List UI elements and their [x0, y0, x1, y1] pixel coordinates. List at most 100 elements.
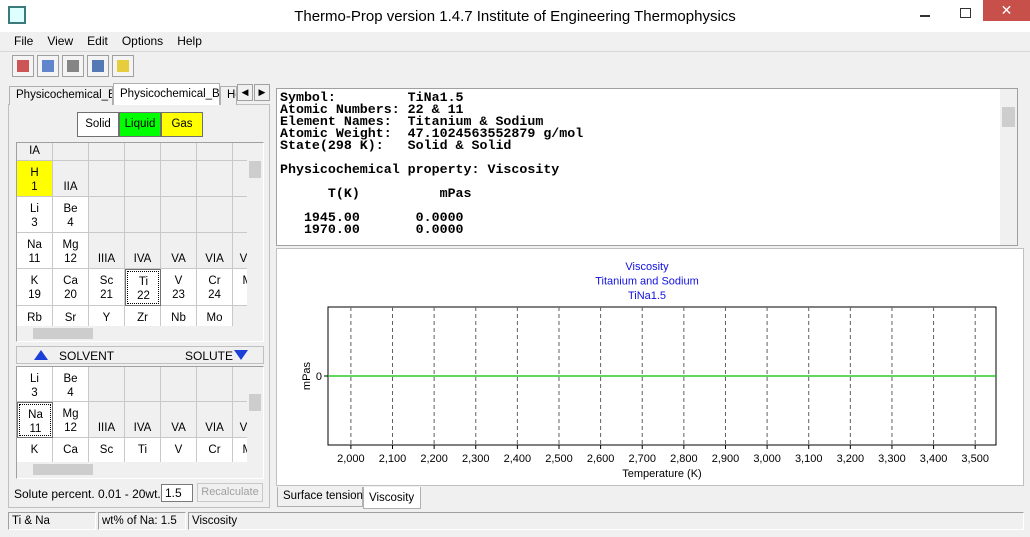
element-cell[interactable]: Be 4: [53, 197, 89, 233]
element-cell[interactable]: K: [17, 438, 53, 462]
element-cell[interactable]: Na 11: [17, 402, 53, 438]
element-cell[interactable]: Mn: [233, 438, 247, 462]
empty-cell: [125, 197, 161, 233]
x-axis-label: Temperature (K): [622, 468, 701, 480]
element-cell[interactable]: Cr: [197, 438, 233, 462]
menu-item[interactable]: Options: [121, 34, 164, 48]
group-cell: VIIA: [233, 402, 247, 438]
y-tick-label: 0: [316, 371, 322, 383]
element-cell[interactable]: Mo: [197, 306, 233, 326]
element-cell[interactable]: Sc: [89, 438, 125, 462]
empty-cell: [233, 161, 247, 197]
element-cell[interactable]: Cr 24: [197, 269, 233, 306]
element-number: 11: [28, 253, 41, 265]
element-cell[interactable]: K 19: [17, 269, 53, 306]
tab-scroll-right[interactable]: ▶: [254, 84, 270, 101]
empty-cell: [89, 367, 125, 402]
element-cell[interactable]: Ti: [125, 438, 161, 462]
group-label: VIIA: [239, 253, 247, 265]
tab[interactable]: He: [220, 86, 237, 105]
horizontal-scrollbar[interactable]: [17, 326, 247, 341]
element-cell[interactable]: Mg 12: [53, 233, 89, 269]
element-cell[interactable]: V: [161, 438, 197, 462]
up-arrow[interactable]: [34, 349, 48, 361]
menu-item[interactable]: Edit: [87, 34, 108, 48]
element-symbol: Sc: [99, 444, 114, 456]
element-symbol: Zr: [137, 312, 148, 324]
element-number: 24: [208, 289, 221, 301]
element-cell[interactable]: Y: [89, 306, 125, 326]
element-symbol: Na: [28, 409, 43, 421]
element-symbol: Mn: [233, 444, 248, 456]
vertical-scrollbar[interactable]: [247, 143, 263, 326]
group-cell: IVA: [125, 233, 161, 269]
empty-cell: [197, 143, 233, 161]
toolbar-button[interactable]: [12, 55, 34, 77]
tab[interactable]: Physicochemical_B: [113, 83, 220, 105]
solute-percent-input[interactable]: 1.5: [161, 484, 193, 502]
element-symbol: Sr: [64, 312, 77, 324]
toolbar-button[interactable]: [62, 55, 84, 77]
group-label: IIIA: [97, 422, 116, 434]
element-cell[interactable]: Rb: [17, 306, 53, 326]
toolbar-icon: [67, 60, 79, 72]
phase-button[interactable]: Gas: [161, 112, 203, 137]
empty-cell: [233, 367, 247, 402]
element-symbol: Sc: [99, 275, 114, 287]
group-label: VA: [171, 422, 186, 434]
element-cell[interactable]: Zr: [125, 306, 161, 326]
toolbar-button[interactable]: [37, 55, 59, 77]
vertical-scrollbar[interactable]: [247, 367, 263, 462]
maximize-button[interactable]: [960, 8, 971, 18]
group-cell: VIA: [197, 233, 233, 269]
menu-item[interactable]: Help: [177, 34, 202, 48]
element-cell[interactable]: Mn: [233, 269, 247, 306]
separator: [0, 51, 1030, 52]
tab-scroll-left[interactable]: ◀: [237, 84, 253, 101]
chart-title: TiNa1.5: [628, 290, 666, 302]
element-cell[interactable]: Ca: [53, 438, 89, 462]
info-line: 1945.00 0.0000: [280, 210, 464, 225]
element-cell[interactable]: Mg 12: [53, 402, 89, 438]
element-cell[interactable]: Ti 22: [125, 269, 161, 306]
element-symbol: Ti: [137, 444, 148, 456]
element-number: 12: [64, 422, 77, 434]
element-symbol: Cr: [208, 275, 221, 287]
element-cell[interactable]: Sc 21: [89, 269, 125, 306]
down-arrow[interactable]: [234, 349, 248, 361]
element-cell[interactable]: Li 3: [17, 367, 53, 402]
element-cell[interactable]: Na 11: [17, 233, 53, 269]
menu-item[interactable]: View: [47, 34, 74, 48]
empty-cell: [197, 161, 233, 197]
tab[interactable]: Surface tension: [277, 487, 363, 507]
recalculate-button[interactable]: Recalculate: [197, 483, 263, 502]
element-cell[interactable]: Li 3: [17, 197, 53, 233]
vertical-scrollbar[interactable]: [1000, 89, 1017, 245]
element-cell[interactable]: Nb: [161, 306, 197, 326]
tab[interactable]: Physicochemical_E: [9, 86, 113, 105]
minimize-button[interactable]: [920, 15, 930, 17]
toolbar-icon: [92, 60, 104, 72]
tab[interactable]: Viscosity: [363, 487, 421, 509]
menu-item[interactable]: File: [14, 34, 34, 48]
close-button[interactable]: ✕: [983, 0, 1030, 21]
info-line: Element Names: Titanium & Sodium: [280, 114, 544, 129]
phase-button[interactable]: Solid: [77, 112, 119, 137]
group-cell: IIIA: [89, 233, 125, 269]
phase-button[interactable]: Liquid: [119, 112, 161, 137]
x-tick-label: 2,000: [337, 453, 365, 465]
empty-cell: [197, 367, 233, 402]
element-cell[interactable]: Ca 20: [53, 269, 89, 306]
element-cell[interactable]: Sr: [53, 306, 89, 326]
element-symbol: Nb: [171, 312, 186, 324]
x-tick-label: 3,000: [753, 453, 781, 465]
element-cell[interactable]: V 23: [161, 269, 197, 306]
element-symbol: Rb: [27, 312, 42, 324]
toolbar-button[interactable]: [112, 55, 134, 77]
horizontal-scrollbar[interactable]: [17, 462, 247, 478]
title-bar: Thermo-Prop version 1.4.7 Institute of E…: [0, 0, 1030, 32]
toolbar-button[interactable]: [87, 55, 109, 77]
element-cell[interactable]: Be 4: [53, 367, 89, 402]
